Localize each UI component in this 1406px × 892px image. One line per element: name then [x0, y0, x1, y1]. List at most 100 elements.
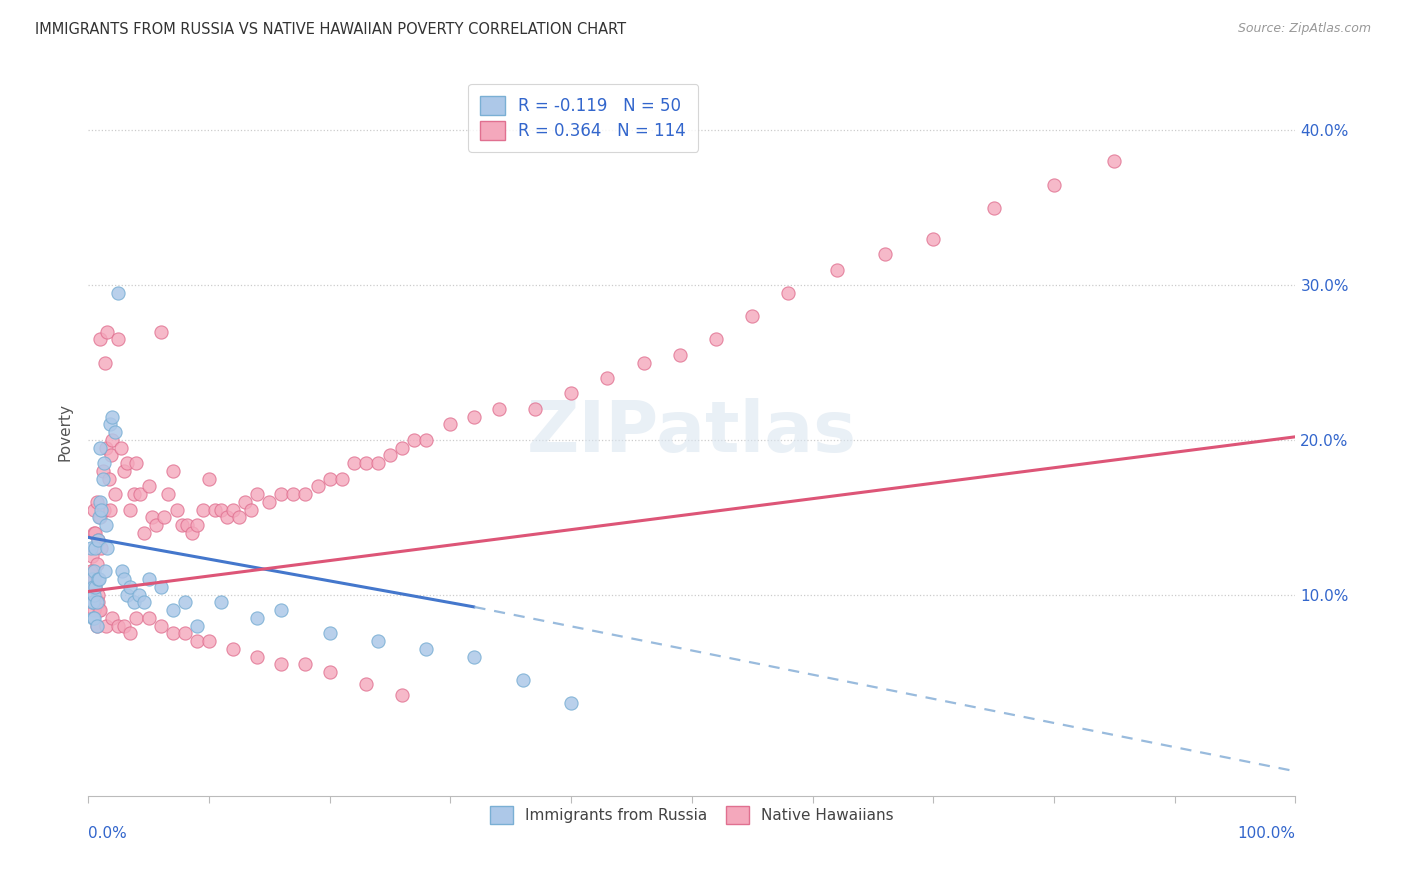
- Point: [270, 603, 292, 617]
- Point: [354, 677, 377, 691]
- Point: [122, 595, 145, 609]
- Point: [82, 611, 104, 625]
- Point: [246, 611, 269, 625]
- Point: [1104, 154, 1126, 169]
- Point: [87, 603, 110, 617]
- Point: [257, 495, 280, 509]
- Point: [89, 332, 111, 346]
- Point: [825, 262, 848, 277]
- Point: [209, 595, 232, 609]
- Point: [633, 355, 655, 369]
- Point: [512, 673, 534, 687]
- Point: [89, 495, 111, 509]
- Point: [86, 618, 108, 632]
- Point: [87, 510, 110, 524]
- Point: [741, 309, 763, 323]
- Point: [93, 502, 115, 516]
- Point: [307, 479, 329, 493]
- Point: [156, 487, 179, 501]
- Point: [90, 541, 112, 556]
- Point: [112, 618, 135, 632]
- Point: [87, 588, 110, 602]
- Point: [79, 565, 101, 579]
- Point: [270, 487, 292, 501]
- Point: [89, 441, 111, 455]
- Point: [101, 611, 124, 625]
- Point: [173, 626, 195, 640]
- Point: [94, 565, 117, 579]
- Point: [668, 348, 690, 362]
- Point: [96, 618, 118, 632]
- Point: [96, 518, 118, 533]
- Point: [98, 502, 121, 516]
- Point: [415, 433, 437, 447]
- Point: [488, 401, 510, 416]
- Point: [83, 525, 105, 540]
- Point: [343, 456, 366, 470]
- Point: [83, 588, 105, 602]
- Point: [90, 502, 112, 516]
- Point: [204, 502, 226, 516]
- Point: [112, 572, 135, 586]
- Point: [145, 518, 167, 533]
- Point: [228, 510, 250, 524]
- Point: [162, 626, 184, 640]
- Point: [439, 417, 461, 432]
- Point: [153, 510, 176, 524]
- Point: [86, 595, 108, 609]
- Point: [1043, 178, 1066, 192]
- Point: [82, 580, 104, 594]
- Point: [107, 618, 129, 632]
- Point: [125, 611, 148, 625]
- Point: [176, 518, 198, 533]
- Point: [120, 626, 142, 640]
- Point: [318, 626, 340, 640]
- Point: [294, 657, 316, 672]
- Point: [120, 502, 142, 516]
- Point: [560, 386, 582, 401]
- Point: [222, 641, 245, 656]
- Point: [94, 355, 117, 369]
- Point: [186, 518, 208, 533]
- Text: IMMIGRANTS FROM RUSSIA VS NATIVE HAWAIIAN POVERTY CORRELATION CHART: IMMIGRANTS FROM RUSSIA VS NATIVE HAWAIIA…: [35, 22, 626, 37]
- Point: [84, 541, 107, 556]
- Point: [596, 371, 619, 385]
- Point: [89, 510, 111, 524]
- Point: [404, 433, 426, 447]
- Point: [104, 425, 127, 439]
- Point: [80, 580, 103, 594]
- Point: [149, 325, 172, 339]
- Point: [97, 472, 120, 486]
- Point: [84, 580, 107, 594]
- Point: [191, 502, 214, 516]
- Point: [101, 433, 124, 447]
- Point: [415, 641, 437, 656]
- Point: [79, 572, 101, 586]
- Point: [162, 603, 184, 617]
- Point: [246, 649, 269, 664]
- Point: [162, 464, 184, 478]
- Point: [82, 565, 104, 579]
- Point: [122, 487, 145, 501]
- Point: [367, 456, 389, 470]
- Point: [100, 448, 122, 462]
- Point: [87, 533, 110, 548]
- Point: [96, 441, 118, 455]
- Legend: Immigrants from Russia, Native Hawaiians: Immigrants from Russia, Native Hawaiians: [482, 799, 901, 831]
- Point: [80, 595, 103, 609]
- Point: [173, 595, 195, 609]
- Point: [80, 549, 103, 563]
- Point: [86, 557, 108, 571]
- Point: [198, 472, 221, 486]
- Point: [87, 572, 110, 586]
- Point: [83, 611, 105, 625]
- Point: [354, 456, 377, 470]
- Point: [129, 487, 152, 501]
- Point: [198, 634, 221, 648]
- Point: [82, 595, 104, 609]
- Point: [138, 611, 160, 625]
- Text: ZIPatlas: ZIPatlas: [527, 398, 856, 467]
- Point: [391, 441, 413, 455]
- Point: [125, 456, 148, 470]
- Point: [111, 565, 134, 579]
